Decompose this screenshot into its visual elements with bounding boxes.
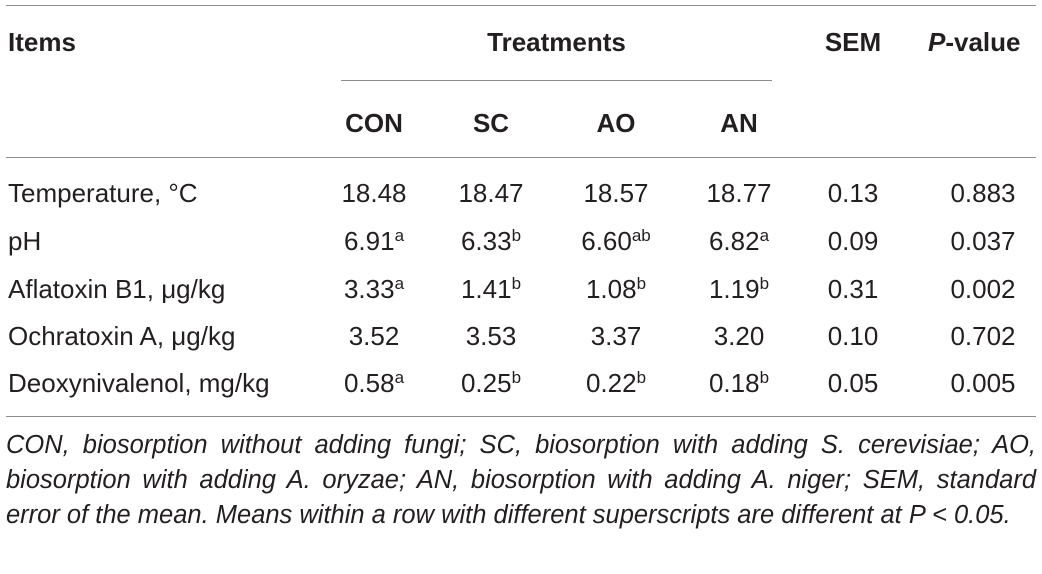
row-value: 18.47	[458, 178, 524, 208]
row-value: 3.52	[348, 321, 400, 351]
row-value-cell: 1.19b	[689, 274, 789, 308]
row-value-cell: 0.18b	[689, 368, 789, 402]
row-value-cell: 1.08b	[566, 274, 666, 308]
row-value-cell: 0.25b	[441, 368, 541, 402]
row-sem: 0.31	[827, 274, 879, 304]
row-value-cell: 0.22b	[566, 368, 666, 402]
row-sem: 0.13	[827, 178, 879, 208]
row-value-superscript: b	[511, 274, 522, 293]
row-value: 3.37	[590, 321, 642, 351]
row-sem: 0.10	[827, 321, 879, 351]
header-pvalue-p: P	[928, 27, 946, 57]
row-value: 6.60	[581, 226, 632, 256]
row-label: pH	[8, 226, 42, 256]
row-pvalue: 0.002	[950, 274, 1016, 304]
row-value-superscript: a	[394, 226, 405, 245]
row-value: 1.41	[460, 274, 512, 304]
row-label: Deoxynivalenol, mg/kg	[8, 368, 270, 398]
row-value-superscript: b	[636, 368, 647, 387]
row-value: 1.08	[585, 274, 637, 304]
treatments-group-rule	[341, 80, 772, 81]
header-group-sc: SC	[472, 108, 510, 138]
row-label: Aflatoxin B1, μg/kg	[8, 274, 226, 304]
row-value-cell: 3.52	[324, 321, 424, 351]
row-value: 0.25	[460, 368, 512, 398]
row-value-superscript: ab	[631, 226, 651, 245]
row-value: 3.20	[713, 321, 765, 351]
header-group-ao: AO	[596, 108, 636, 138]
table-header-rule	[6, 157, 1036, 158]
row-value: 18.57	[583, 178, 649, 208]
row-value: 6.82	[708, 226, 760, 256]
row-value: 1.19	[708, 274, 760, 304]
header-group-con: CON	[345, 108, 403, 138]
header-pvalue-suffix: -value	[945, 27, 1021, 57]
row-value: 6.33	[460, 226, 512, 256]
row-pvalue: 0.883	[950, 178, 1016, 208]
row-pvalue: 0.702	[950, 321, 1016, 351]
row-pvalue: 0.005	[950, 368, 1016, 398]
header-sem: SEM	[824, 27, 882, 57]
row-value-cell: 3.33a	[324, 274, 424, 308]
row-value-cell: 3.37	[566, 321, 666, 351]
row-value-cell: 3.20	[689, 321, 789, 351]
row-value: 0.22	[585, 368, 637, 398]
row-value-cell: 6.33b	[441, 226, 541, 260]
row-value: 6.91	[343, 226, 395, 256]
row-value-superscript: a	[394, 274, 405, 293]
row-value: 0.58	[343, 368, 395, 398]
row-value-superscript: b	[636, 274, 647, 293]
row-value: 3.33	[343, 274, 395, 304]
table-footnote: CON, biosorption without adding fungi; S…	[6, 431, 1036, 529]
row-sem: 0.09	[827, 226, 879, 256]
row-value-cell: 0.58a	[324, 368, 424, 402]
row-value-superscript: b	[511, 368, 522, 387]
header-pvalue: P-value	[928, 27, 1021, 57]
row-label: Temperature, °C	[8, 178, 198, 208]
header-treatments: Treatments	[487, 27, 626, 57]
row-value-superscript: b	[511, 226, 522, 245]
row-value-superscript: a	[394, 368, 405, 387]
row-pvalue: 0.037	[950, 226, 1016, 256]
row-value-cell: 18.47	[441, 178, 541, 208]
row-value: 18.77	[706, 178, 772, 208]
row-label: Ochratoxin A, μg/kg	[8, 321, 236, 351]
row-sem: 0.05	[827, 368, 879, 398]
row-value-superscript: a	[759, 226, 770, 245]
header-items: Items	[8, 27, 76, 57]
header-group-an: AN	[720, 108, 758, 138]
row-value-cell: 6.60ab	[566, 226, 666, 260]
row-value-cell: 18.57	[566, 178, 666, 208]
row-value: 3.53	[465, 321, 517, 351]
row-value: 0.18	[708, 368, 760, 398]
row-value-cell: 18.48	[324, 178, 424, 208]
row-value-cell: 6.82a	[689, 226, 789, 260]
row-value-superscript: b	[759, 274, 770, 293]
row-value-cell: 1.41b	[441, 274, 541, 308]
row-value: 18.48	[341, 178, 407, 208]
table-bottom-rule	[6, 416, 1036, 417]
row-value-cell: 3.53	[441, 321, 541, 351]
row-value-superscript: b	[759, 368, 770, 387]
row-value-cell: 18.77	[689, 178, 789, 208]
table-top-rule	[6, 5, 1036, 6]
row-value-cell: 6.91a	[324, 226, 424, 260]
